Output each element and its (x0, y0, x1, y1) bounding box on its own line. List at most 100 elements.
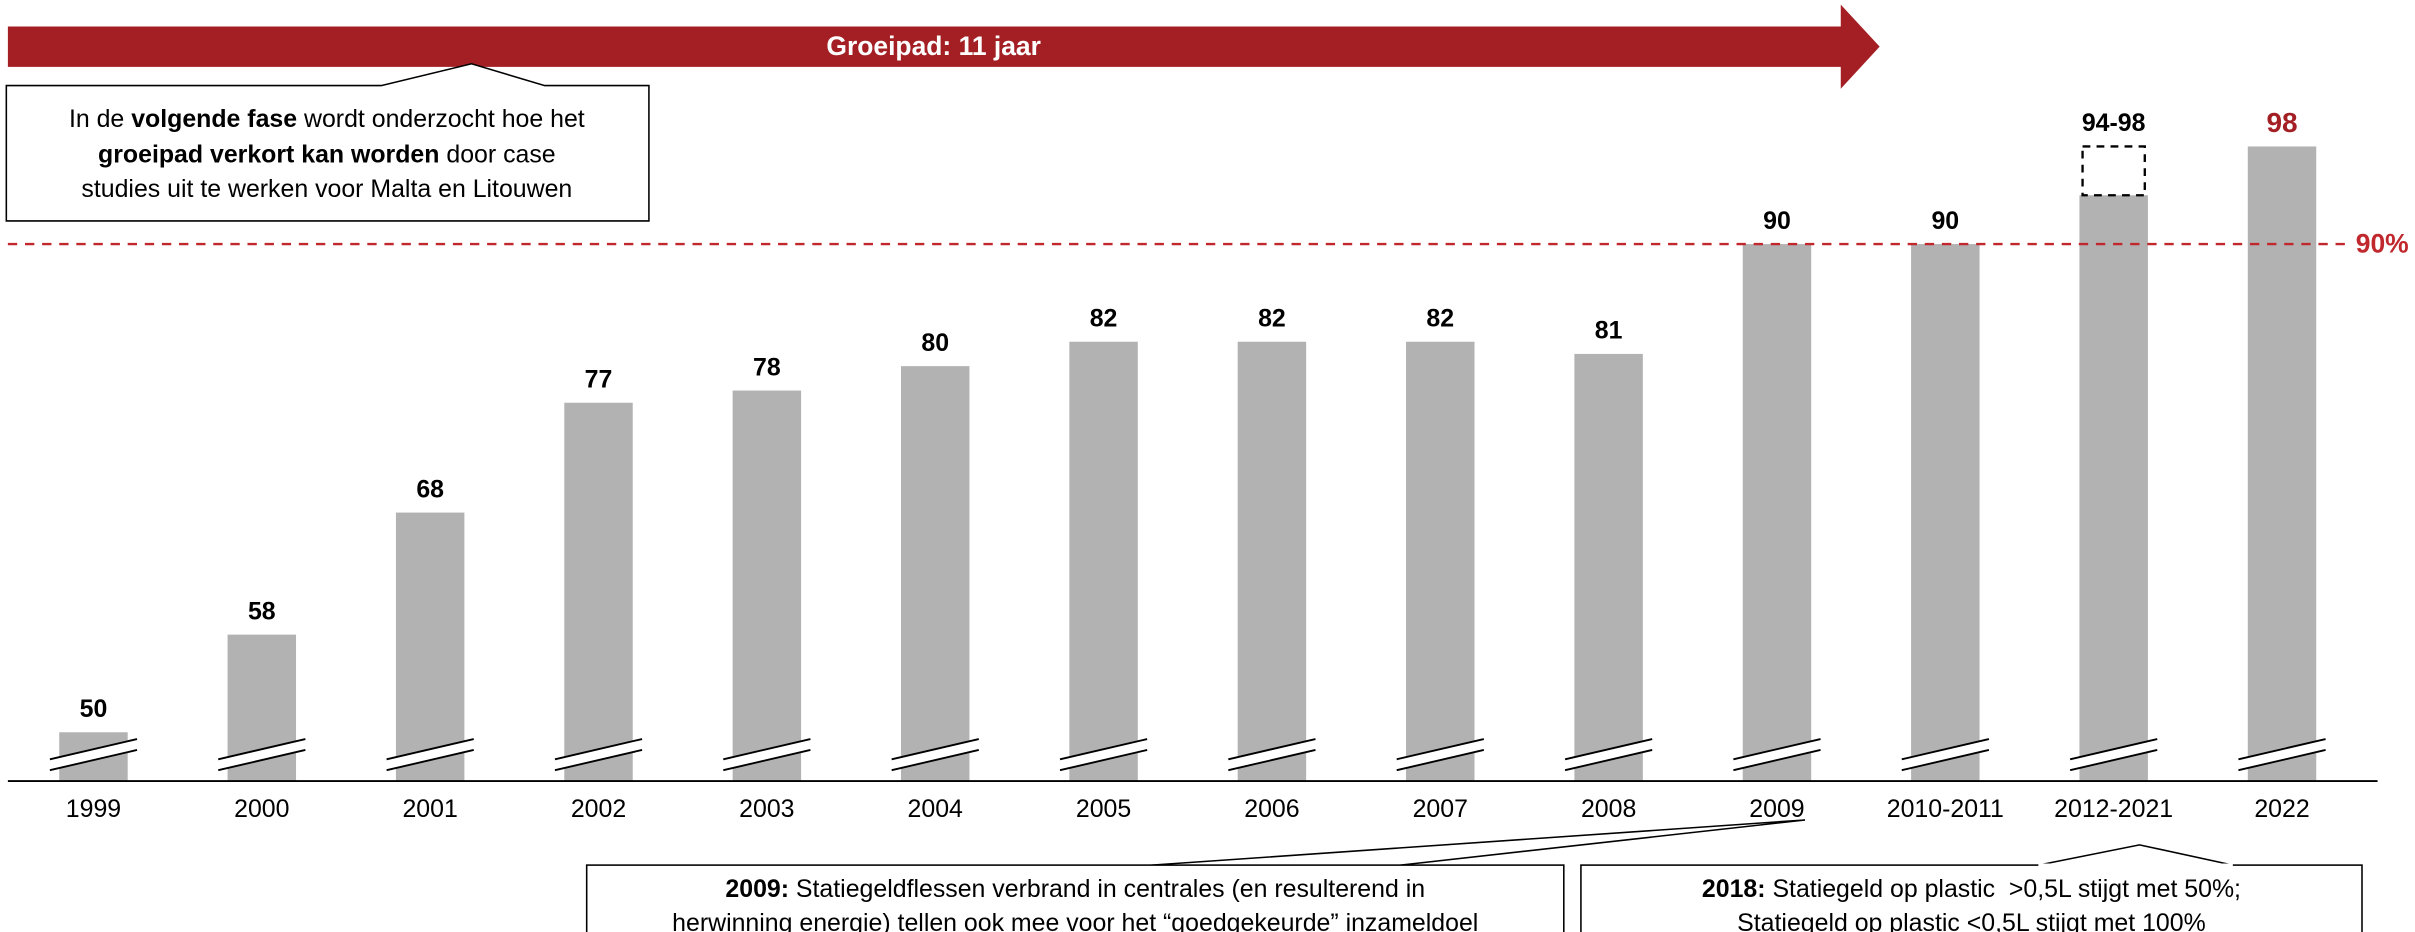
value-label: 94-98 (2082, 109, 2146, 137)
axis-break-line (1396, 749, 1485, 772)
callout-box (1580, 864, 2363, 932)
x-tick-label: 2002 (571, 795, 626, 823)
bar (1237, 341, 1307, 782)
axis-break-line (1564, 738, 1653, 761)
axis-break-line (1733, 738, 1821, 761)
callout-box (585, 864, 1565, 932)
annotation-line: In de volgende fase wordt onderzocht hoe… (69, 104, 585, 132)
annotation-line: groeipad verkort kan worden door case (98, 140, 556, 168)
axis-break-line (1396, 738, 1485, 761)
axis-break-line (1733, 749, 1821, 772)
value-label: 78 (753, 353, 781, 381)
axis-break-line (723, 749, 811, 772)
value-label: 58 (248, 597, 276, 625)
range-box (2081, 145, 2146, 197)
axis-break-line (386, 738, 474, 761)
axis-break (891, 739, 979, 771)
value-label: 80 (921, 329, 949, 357)
axis-break (1059, 739, 1148, 771)
value-label: 82 (1090, 305, 1118, 333)
callout-pointer (1151, 819, 1806, 866)
annotation-text: 2009: (725, 875, 789, 903)
value-label: 98 (2266, 107, 2297, 138)
bar (1911, 244, 1980, 782)
axis-break-line (386, 749, 474, 772)
x-tick-label: 2000 (234, 795, 289, 823)
annotation-text: volgende fase (131, 104, 297, 132)
value-label: 82 (1258, 305, 1286, 333)
annotation-text: 2018: (1702, 875, 1766, 903)
axis-break-line (554, 738, 643, 761)
axis-break-line (2069, 738, 2158, 761)
value-label: 81 (1595, 317, 1623, 345)
axis-break (2070, 739, 2158, 771)
axis-break (218, 739, 306, 771)
axis-break-line (2238, 749, 2326, 772)
value-label: 82 (1426, 305, 1454, 333)
bar (900, 366, 970, 782)
x-tick-label: 1999 (66, 795, 121, 823)
value-label: 68 (416, 475, 444, 503)
axis-break-line (1059, 749, 1148, 772)
annotation-line: herwinning energie) tellen ook mee voor … (672, 909, 1478, 932)
growth-arrow (7, 4, 1880, 89)
axis-break-line (2238, 738, 2326, 761)
value-label: 90 (1931, 207, 1959, 235)
bar (1742, 244, 1812, 782)
x-tick-label: 2012-2021 (2054, 795, 2173, 823)
value-label: 50 (80, 695, 108, 723)
axis-break-line (723, 738, 811, 761)
axis-break (1733, 739, 1821, 771)
axis-break-line (891, 738, 979, 761)
annotation-text: door case (439, 140, 555, 168)
axis-break-line (1228, 749, 1316, 772)
axis-break (1396, 739, 1484, 771)
x-tick-label: 2006 (1244, 795, 1299, 823)
axis-break (1901, 739, 1989, 771)
x-tick-label: 2010-2011 (1887, 795, 2004, 823)
axis-break-line (1564, 749, 1653, 772)
axis-break (386, 739, 474, 771)
reference-label: 90% (2356, 229, 2409, 259)
axis-break-line (1901, 749, 1990, 772)
x-tick-label: 2004 (908, 795, 964, 823)
annotation-text: Statiegeld op plastic >0,5L stijgt met 5… (1766, 875, 2241, 903)
axis-break (1228, 739, 1316, 771)
value-label: 90 (1763, 207, 1791, 235)
axis-break-line (49, 749, 138, 772)
x-tick-label: 2022 (2254, 795, 2309, 823)
x-tick-label: 2001 (402, 795, 457, 823)
axis-break-line (218, 738, 306, 761)
axis-break (49, 739, 138, 771)
axis-break (1565, 739, 1653, 771)
annotation-text: groeipad verkort kan worden (98, 140, 439, 168)
axis-break-line (49, 738, 138, 761)
callout-pointer (2038, 844, 2234, 866)
annotation-text: studies uit te werken voor Malta en Lito… (81, 174, 572, 202)
value-label: 77 (585, 366, 613, 394)
annotation-text: wordt onderzocht hoe het (297, 104, 585, 132)
bar (1574, 353, 1643, 782)
x-tick-label: 2005 (1076, 795, 1131, 823)
x-tick-label: 2007 (1413, 795, 1468, 823)
annotation-line: 2018: Statiegeld op plastic >0,5L stijgt… (1702, 875, 2241, 903)
annotation-text: herwinning energie) tellen ook mee voor … (672, 909, 1478, 932)
axis-break-line (1901, 738, 1990, 761)
annotation-line: Statiegeld op plastic <0,5L stijgt met 1… (1737, 909, 2206, 932)
annotation-text: In de (69, 104, 131, 132)
annotation-line: 2009: Statiegeldflessen verbrand in cent… (725, 875, 1425, 903)
axis-break-line (1059, 738, 1148, 761)
axis-break-line (1228, 738, 1316, 761)
bar (395, 512, 465, 782)
annotation-text: Statiegeld op plastic <0,5L stijgt met 1… (1737, 909, 2206, 932)
axis-break-line (891, 749, 979, 772)
axis-break-line (2069, 749, 2158, 772)
axis-break-line (554, 749, 643, 772)
annotation-line: studies uit te werken voor Malta en Lito… (81, 174, 572, 202)
bar (1406, 341, 1475, 782)
arrow-title: Groeipad: 11 jaar (826, 31, 1041, 61)
bar (732, 390, 802, 782)
bar (2079, 195, 2148, 782)
